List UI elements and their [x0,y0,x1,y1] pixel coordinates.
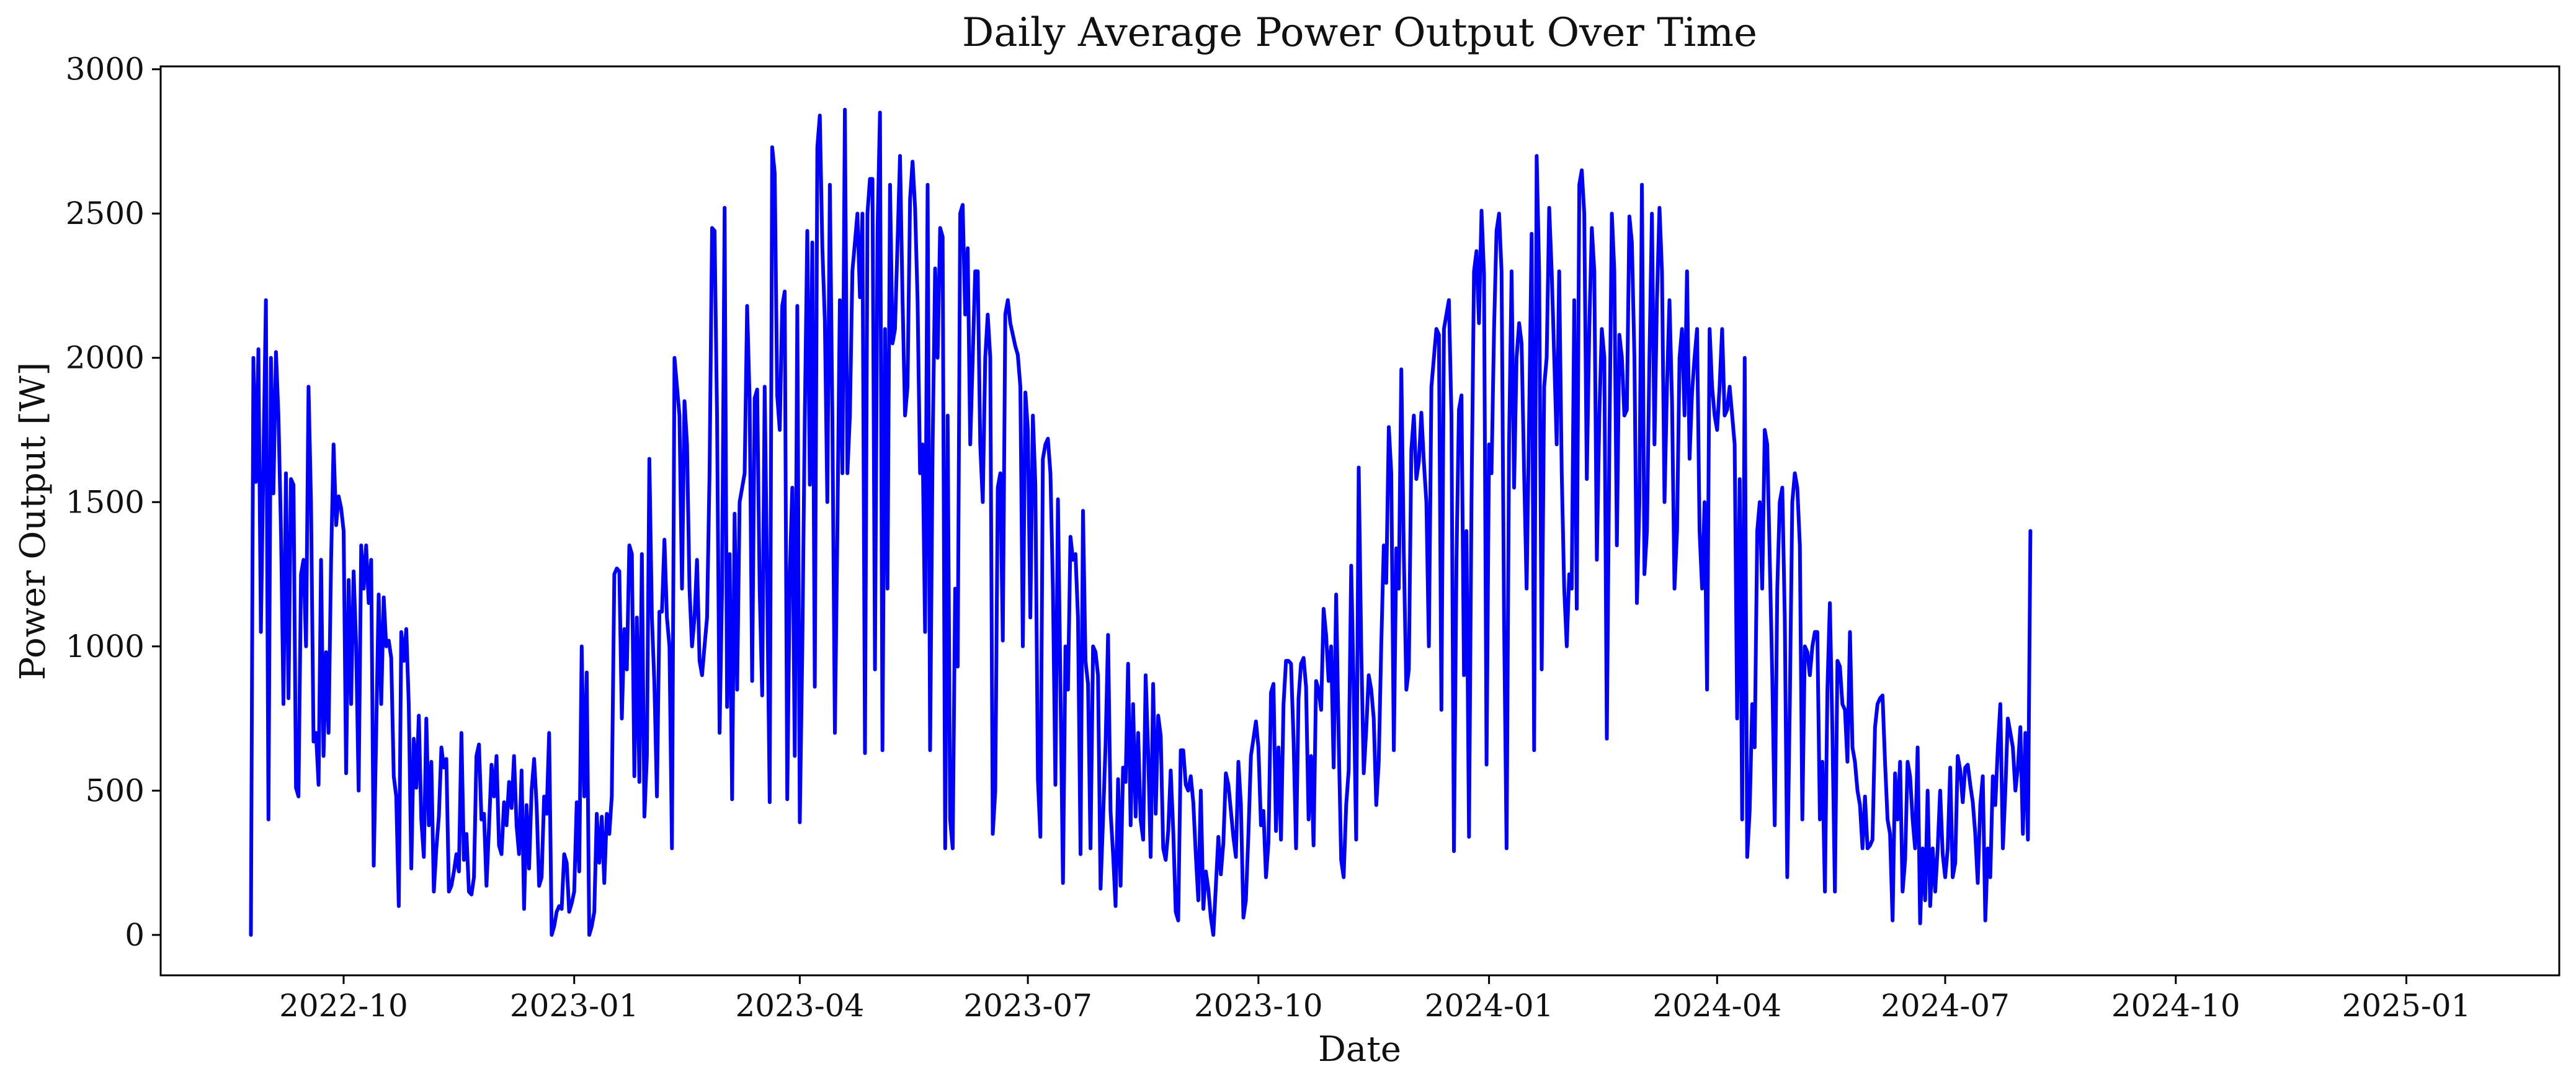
series-line-1 [249,107,2033,937]
y-tick-label: 3000 [66,51,145,87]
x-tick-label: 2024-10 [2111,988,2240,1024]
x-axis-label: Date [1318,1029,1401,1070]
x-tick-label: 2023-10 [1194,988,1323,1024]
x-tick-label: 2023-04 [736,988,865,1024]
y-tick-label: 0 [125,917,145,953]
y-tick-label: 1000 [66,628,145,664]
plot-frame [159,65,2560,977]
x-axis: 2022-10 2023-01 2023-04 2023-07 2023-10 2024-… [279,975,2471,1024]
x-tick-label: 2025-01 [2342,988,2471,1024]
y-axis-label: Power Output [W] [13,362,53,681]
chart-title: Daily Average Power Output Over Time [962,10,1757,56]
y-tick-label: 2000 [66,340,145,376]
x-tick-label: 2023-01 [510,988,639,1024]
x-tick-label: 2023-07 [963,988,1092,1024]
x-tick-label: 2022-10 [279,988,408,1024]
x-tick-label: 2024-01 [1425,988,1554,1024]
y-axis: 0 500 1000 1500 2000 2500 3000 [66,51,161,953]
x-tick-label: 2024-07 [1881,988,2010,1024]
y-tick-label: 2500 [66,195,145,231]
y-tick-label: 500 [86,772,145,808]
y-tick-label: 1500 [66,484,145,520]
x-tick-label: 2024-04 [1652,988,1781,1024]
series-layer [249,107,2033,937]
